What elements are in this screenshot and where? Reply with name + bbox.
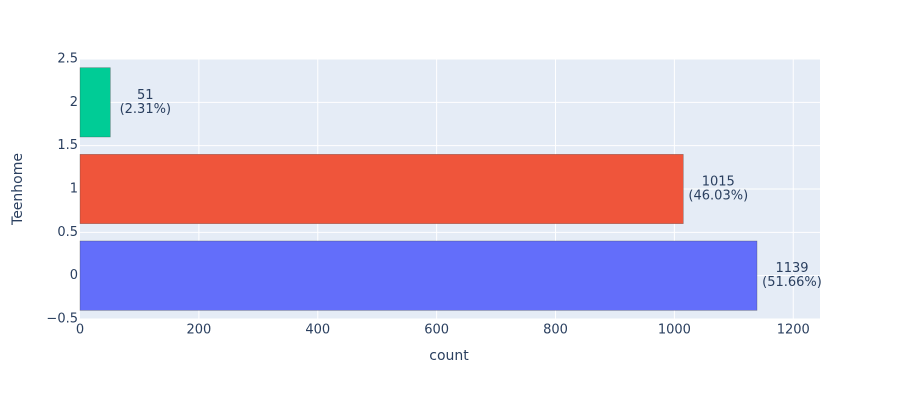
x-tick-label: 800 (543, 323, 568, 338)
value-label: 51 (137, 88, 154, 103)
y-tick-label: 0.5 (57, 225, 78, 240)
x-tick-label: 200 (186, 323, 211, 338)
x-tick-label: 400 (305, 323, 330, 338)
x-tick-label: 600 (424, 323, 449, 338)
bar (79, 240, 758, 311)
bar (79, 154, 684, 224)
y-axis-title: Teenhome (10, 153, 26, 226)
value-label: 1139 (775, 261, 808, 276)
x-tick-label: 1200 (777, 323, 810, 338)
value-label: (51.66%) (762, 275, 822, 290)
x-axis-title: count (429, 348, 469, 364)
y-tick-label: 1 (70, 182, 78, 197)
y-tick-label: 0 (70, 268, 78, 283)
y-tick-label: −0.5 (46, 312, 78, 327)
x-tick-label: 1000 (658, 323, 691, 338)
value-label: (46.03%) (688, 189, 748, 204)
value-label: (2.31%) (120, 102, 171, 117)
bar (79, 67, 111, 138)
value-label: 1015 (702, 175, 735, 190)
y-tick-label: 2.5 (57, 52, 78, 67)
y-tick-label: 2 (70, 95, 78, 110)
x-tick-label: 0 (76, 323, 84, 338)
y-tick-label: 1.5 (57, 138, 78, 153)
